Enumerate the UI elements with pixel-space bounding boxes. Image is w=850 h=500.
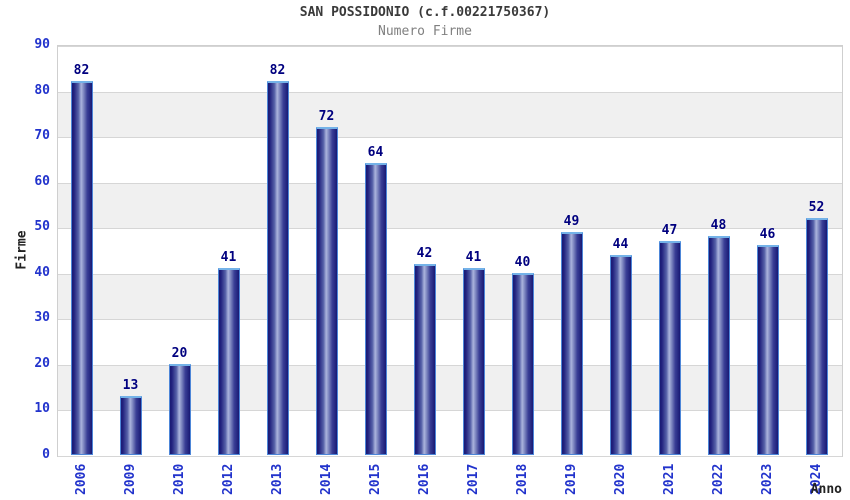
bar-value-label: 46: [759, 227, 776, 243]
x-tick-label: 2015: [367, 463, 383, 495]
x-tick-label: 2017: [465, 463, 481, 495]
y-tick-label: 0: [42, 447, 50, 462]
x-tick-label: 2019: [563, 463, 579, 495]
x-tick-label: 2023: [759, 463, 775, 495]
y-tick-label: 70: [34, 128, 50, 144]
gridline: [58, 91, 842, 93]
gridline: [58, 182, 842, 184]
plot-band: [58, 137, 842, 183]
bar: [70, 81, 93, 455]
bar-value-label: 52: [808, 200, 825, 216]
x-tick-label: 2012: [220, 463, 236, 495]
bar: [315, 127, 338, 455]
bar: [364, 163, 387, 455]
gridline: [58, 319, 842, 321]
bar-value-label: 82: [269, 63, 286, 79]
bar: [560, 231, 583, 455]
y-tick-label: 20: [34, 355, 50, 371]
bar: [707, 236, 730, 455]
bar-value-label: 82: [73, 63, 90, 79]
x-tick-label: 2021: [661, 463, 677, 495]
bar: [168, 363, 191, 455]
chart-subtitle: Numero Firme: [378, 24, 472, 39]
bar-value-label: 48: [710, 218, 727, 234]
x-tick-label: 2018: [514, 463, 530, 495]
y-tick-label: 60: [34, 173, 50, 189]
bar: [217, 268, 240, 455]
bar-value-label: 42: [416, 245, 433, 261]
bar: [756, 245, 779, 455]
gridline: [58, 273, 842, 275]
bar-value-label: 40: [514, 254, 531, 270]
chart-title: SAN POSSIDONIO (c.f.00221750367): [299, 5, 551, 20]
y-tick-label: 90: [34, 37, 50, 52]
gridline: [58, 364, 842, 366]
bar: [805, 218, 828, 455]
y-tick-label: 50: [34, 219, 50, 235]
x-tick-label: 2020: [612, 463, 628, 495]
bar-value-label: 13: [122, 377, 139, 393]
bar-value-label: 41: [220, 250, 237, 266]
x-tick-label: 2014: [318, 463, 334, 495]
bar-value-label: 64: [367, 145, 384, 161]
y-axis-title: Firme: [14, 230, 30, 270]
gridline: [58, 456, 842, 457]
y-tick-label: 10: [34, 401, 50, 417]
plot-band: [58, 182, 842, 229]
bar-value-label: 41: [465, 250, 482, 266]
gridline: [58, 228, 842, 230]
y-tick-label: 30: [34, 310, 50, 326]
x-tick-label: 2022: [710, 463, 726, 495]
gridline: [58, 46, 842, 47]
bar: [119, 395, 142, 455]
gridline: [58, 137, 842, 139]
bar: [266, 81, 289, 455]
plot-band: [58, 46, 842, 92]
x-tick-label: 2016: [416, 463, 432, 495]
x-tick-label: 2010: [171, 463, 187, 495]
bar-value-label: 47: [661, 222, 678, 238]
bar-value-label: 72: [318, 109, 335, 124]
x-axis-title: Anno: [810, 482, 842, 497]
bar: [609, 254, 632, 455]
bar: [462, 268, 485, 455]
bar: [413, 263, 436, 455]
bar-value-label: 44: [612, 236, 629, 252]
plot-band: [58, 91, 842, 138]
bar: [658, 240, 681, 455]
y-tick-label: 40: [34, 264, 50, 280]
gridline: [58, 410, 842, 412]
x-tick-label: 2006: [73, 463, 89, 495]
x-tick-label: 2013: [269, 463, 285, 495]
bar: [511, 272, 534, 455]
bar-value-label: 20: [171, 345, 188, 361]
y-tick-label: 80: [34, 82, 50, 98]
bar-value-label: 49: [563, 213, 580, 229]
x-tick-label: 2009: [122, 463, 138, 495]
